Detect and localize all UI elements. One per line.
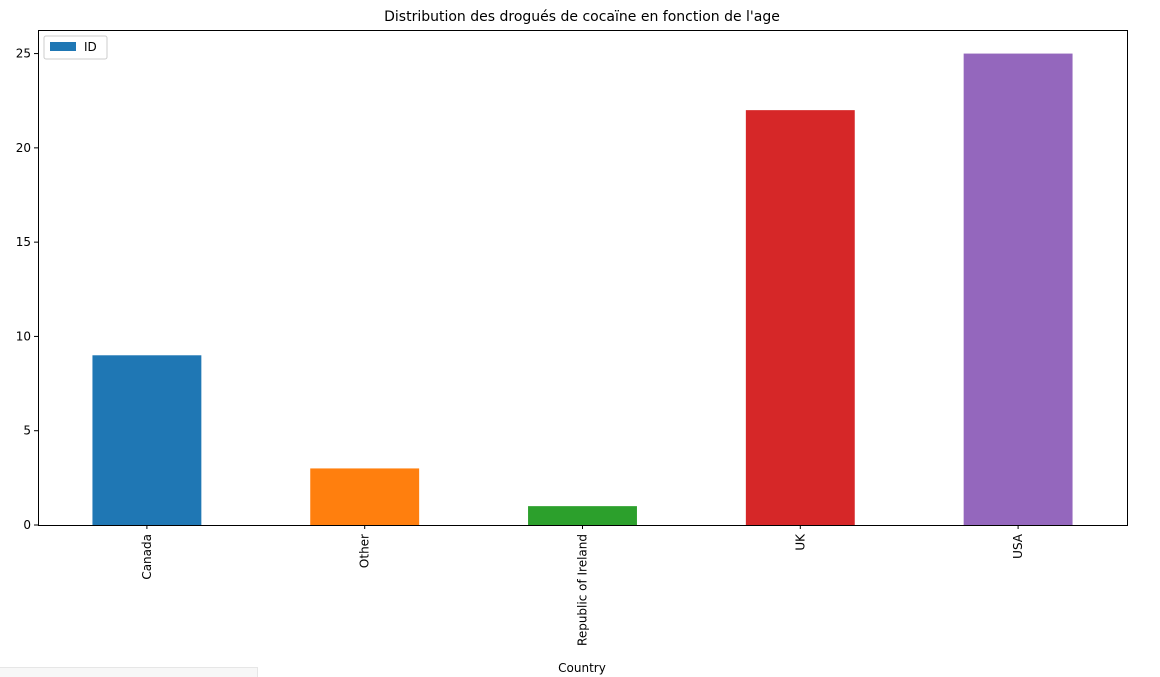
x-tick-label: UK <box>793 533 807 551</box>
bar-other <box>310 468 420 525</box>
x-axis-label: Country <box>558 661 606 675</box>
bar-usa <box>963 53 1073 525</box>
y-tick-label: 10 <box>16 329 31 343</box>
bars-group <box>92 53 1073 526</box>
x-axis: Canada Other Republic of Ireland UK USA <box>140 525 1025 646</box>
x-tick-label: Republic of Ireland <box>576 534 590 646</box>
y-tick-label: 0 <box>23 518 31 532</box>
bar-republic-of-ireland <box>528 506 637 525</box>
x-tick-label: Other <box>358 534 372 568</box>
plot-frame <box>38 30 1128 526</box>
y-tick-label: 15 <box>16 235 31 249</box>
legend-label-id: ID <box>84 40 97 54</box>
legend-swatch <box>50 42 76 51</box>
y-axis: 0 5 10 15 20 25 <box>16 47 38 532</box>
bar-canada <box>92 355 202 525</box>
bar-uk <box>745 110 855 526</box>
chart-title: Distribution des drogués de cocaïne en f… <box>384 9 780 25</box>
x-tick-label: Canada <box>140 534 154 580</box>
y-tick-label: 25 <box>16 47 31 61</box>
horizontal-scrollbar[interactable] <box>0 667 258 677</box>
y-tick-label: 5 <box>23 424 31 438</box>
y-tick-label: 20 <box>16 141 31 155</box>
x-tick-label: USA <box>1011 533 1025 559</box>
legend: ID <box>43 35 108 60</box>
